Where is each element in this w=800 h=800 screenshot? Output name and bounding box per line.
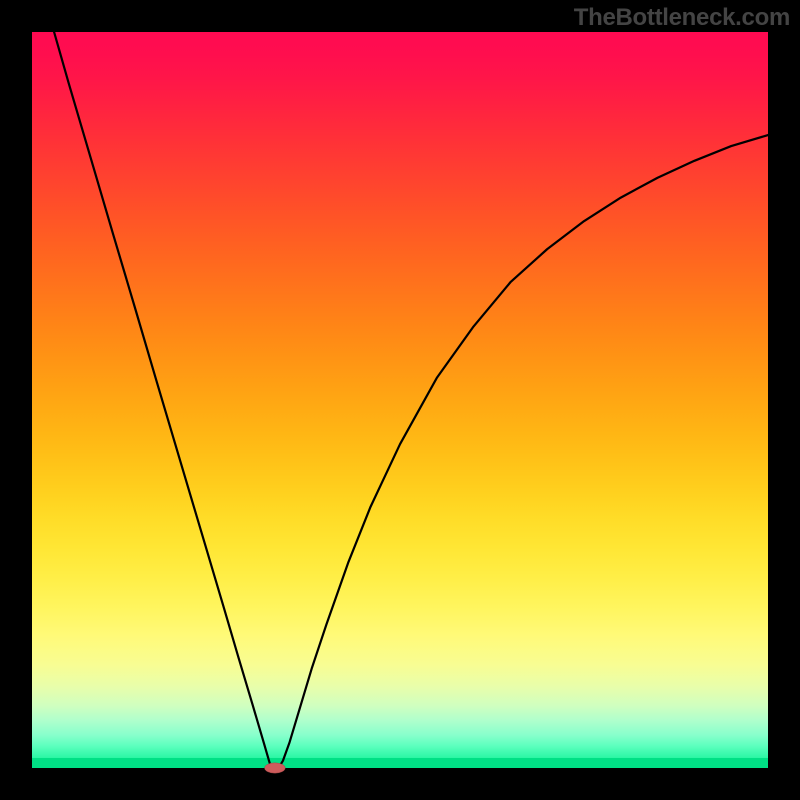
bottleneck-chart — [0, 0, 800, 800]
watermark-text: TheBottleneck.com — [574, 4, 790, 32]
optimal-marker — [265, 763, 286, 773]
plot-gradient-background — [32, 32, 768, 768]
bottom-green-strip — [32, 758, 768, 768]
